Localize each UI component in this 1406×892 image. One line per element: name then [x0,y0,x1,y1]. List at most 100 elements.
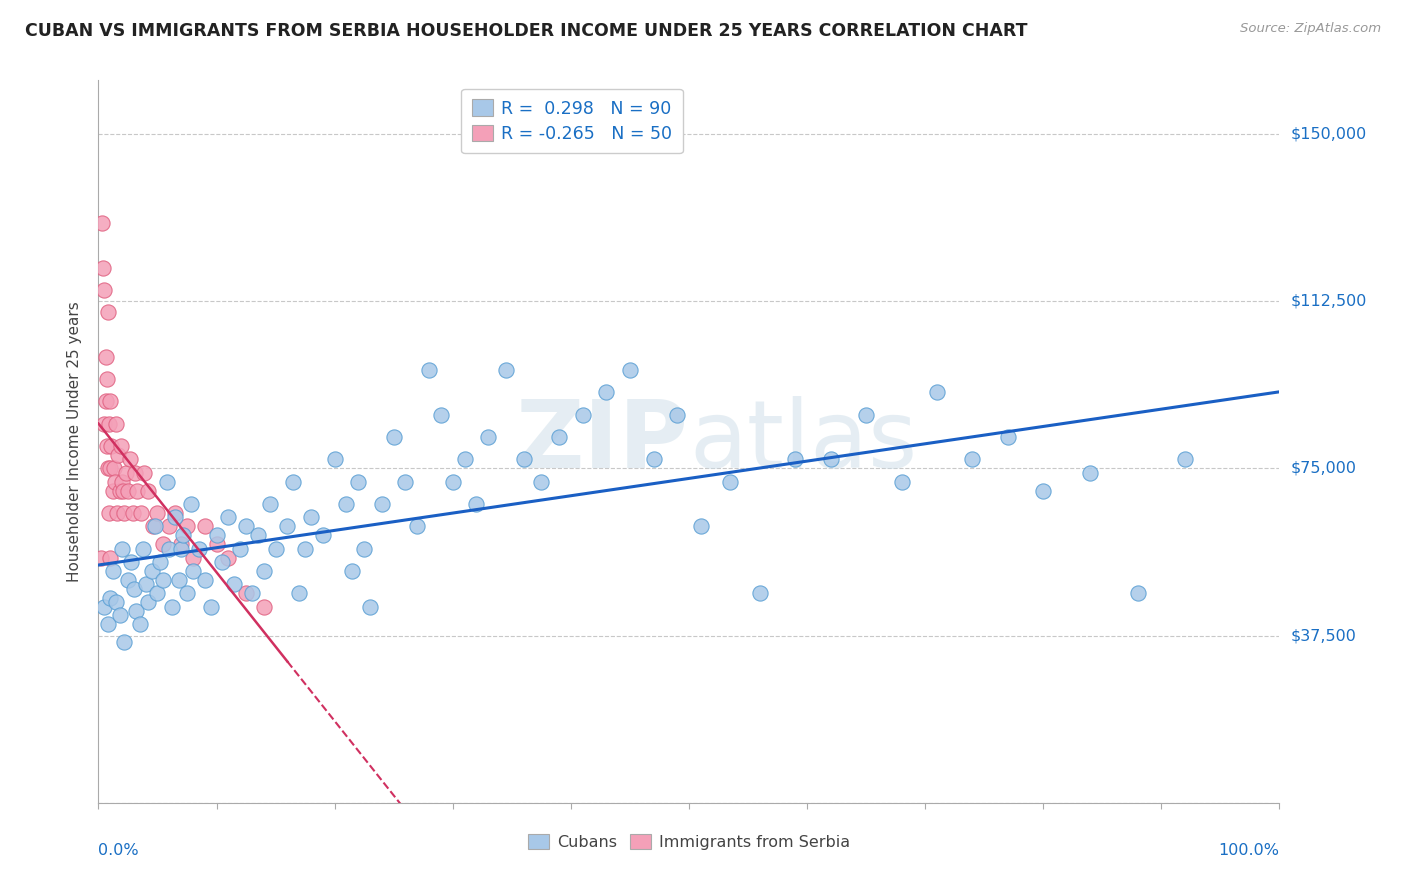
Point [347,475,370,489]
Point [235,519,257,533]
Y-axis label: Householder Income Under 25 years: Householder Income Under 25 years [67,301,83,582]
Point [167,573,190,587]
Point [246,528,269,542]
Point [666,408,689,422]
Point [96,372,118,386]
Point [495,363,517,377]
Point [117,483,139,498]
Point [121,555,143,569]
Point [120,452,142,467]
Point [107,448,129,462]
Text: atlas: atlas [689,395,917,488]
Point [430,408,453,422]
Point [93,283,115,297]
Point [112,506,135,520]
Point [571,408,593,422]
Point [170,541,193,556]
Text: $37,500: $37,500 [1291,628,1357,643]
Point [97,617,120,632]
Point [235,586,257,600]
Point [335,497,357,511]
Point [160,599,183,614]
Point [205,537,228,551]
Point [855,408,877,422]
Text: 100.0%: 100.0% [1219,843,1279,857]
Point [94,350,117,364]
Point [146,586,169,600]
Point [595,385,617,400]
Point [157,541,180,556]
Point [785,452,807,467]
Point [172,528,194,542]
Point [418,363,440,377]
Point [134,466,156,480]
Text: CUBAN VS IMMIGRANTS FROM SERBIA HOUSEHOLDER INCOME UNDER 25 YEARS CORRELATION CH: CUBAN VS IMMIGRANTS FROM SERBIA HOUSEHOL… [25,22,1028,40]
Text: $112,500: $112,500 [1291,293,1367,309]
Point [170,537,193,551]
Point [91,216,114,230]
Point [890,475,912,489]
Text: Source: ZipAtlas.com: Source: ZipAtlas.com [1240,22,1381,36]
Point [97,305,120,319]
Point [477,430,499,444]
Point [548,430,571,444]
Point [465,497,488,511]
Point [146,506,169,520]
Point [127,483,149,498]
Point [342,564,364,578]
Point [180,497,202,511]
Point [224,577,246,591]
Point [176,519,198,533]
Point [100,439,122,453]
Point [194,573,217,587]
Point [689,519,711,533]
Point [512,452,534,467]
Point [194,519,217,533]
Point [253,599,276,614]
Point [294,541,316,556]
Point [276,519,298,533]
Point [98,550,121,565]
Point [112,483,135,498]
Point [108,483,131,498]
Point [98,506,121,520]
Point [312,528,335,542]
Point [94,394,117,409]
Point [132,541,155,556]
Point [105,595,128,609]
Point [382,430,405,444]
Point [217,550,239,565]
Point [98,417,121,431]
Point [264,541,287,556]
Point [1032,483,1054,498]
Point [997,430,1019,444]
Point [530,475,553,489]
Point [156,475,179,489]
Point [143,519,166,533]
Point [128,617,150,632]
Point [93,599,115,614]
Point [1080,466,1102,480]
Text: $150,000: $150,000 [1291,127,1367,141]
Point [619,363,641,377]
Text: ZIP: ZIP [516,395,689,488]
Point [1174,452,1197,467]
Point [136,595,159,609]
Point [111,541,134,556]
Point [124,466,146,480]
Point [205,528,228,542]
Point [98,461,121,475]
Point [283,475,305,489]
Text: 0.0%: 0.0% [98,843,139,857]
Point [136,483,159,498]
Point [165,506,187,520]
Point [181,564,204,578]
Point [323,452,346,467]
Point [394,475,416,489]
Legend: Cubans, Immigrants from Serbia: Cubans, Immigrants from Serbia [522,828,856,856]
Point [104,475,127,489]
Point [371,497,394,511]
Point [103,461,125,475]
Point [925,385,948,400]
Point [229,541,252,556]
